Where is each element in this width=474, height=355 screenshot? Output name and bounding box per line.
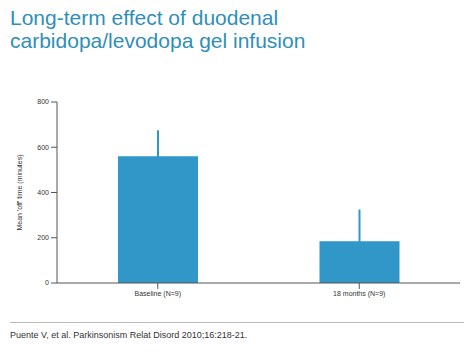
svg-text:18 months (N=9): 18 months (N=9) [333, 290, 385, 298]
svg-text:Baseline (N=9): Baseline (N=9) [135, 290, 182, 298]
svg-text:800: 800 [37, 98, 49, 105]
svg-text:200: 200 [37, 234, 49, 241]
html-text:Puente V, et al. Parkinsonism: Puente V, et al. Parkinsonism Relat Diso… [10, 330, 248, 340]
svg-text:Mean 'off' time (minutes): Mean 'off' time (minutes) [16, 154, 24, 230]
html-text:Long-term effect of duodenal c: Long-term effect of duodenal carbidopa/l… [10, 6, 306, 52]
svg-text:0: 0 [45, 279, 49, 286]
svg-text:600: 600 [37, 144, 49, 151]
svg-text:400: 400 [37, 189, 49, 196]
